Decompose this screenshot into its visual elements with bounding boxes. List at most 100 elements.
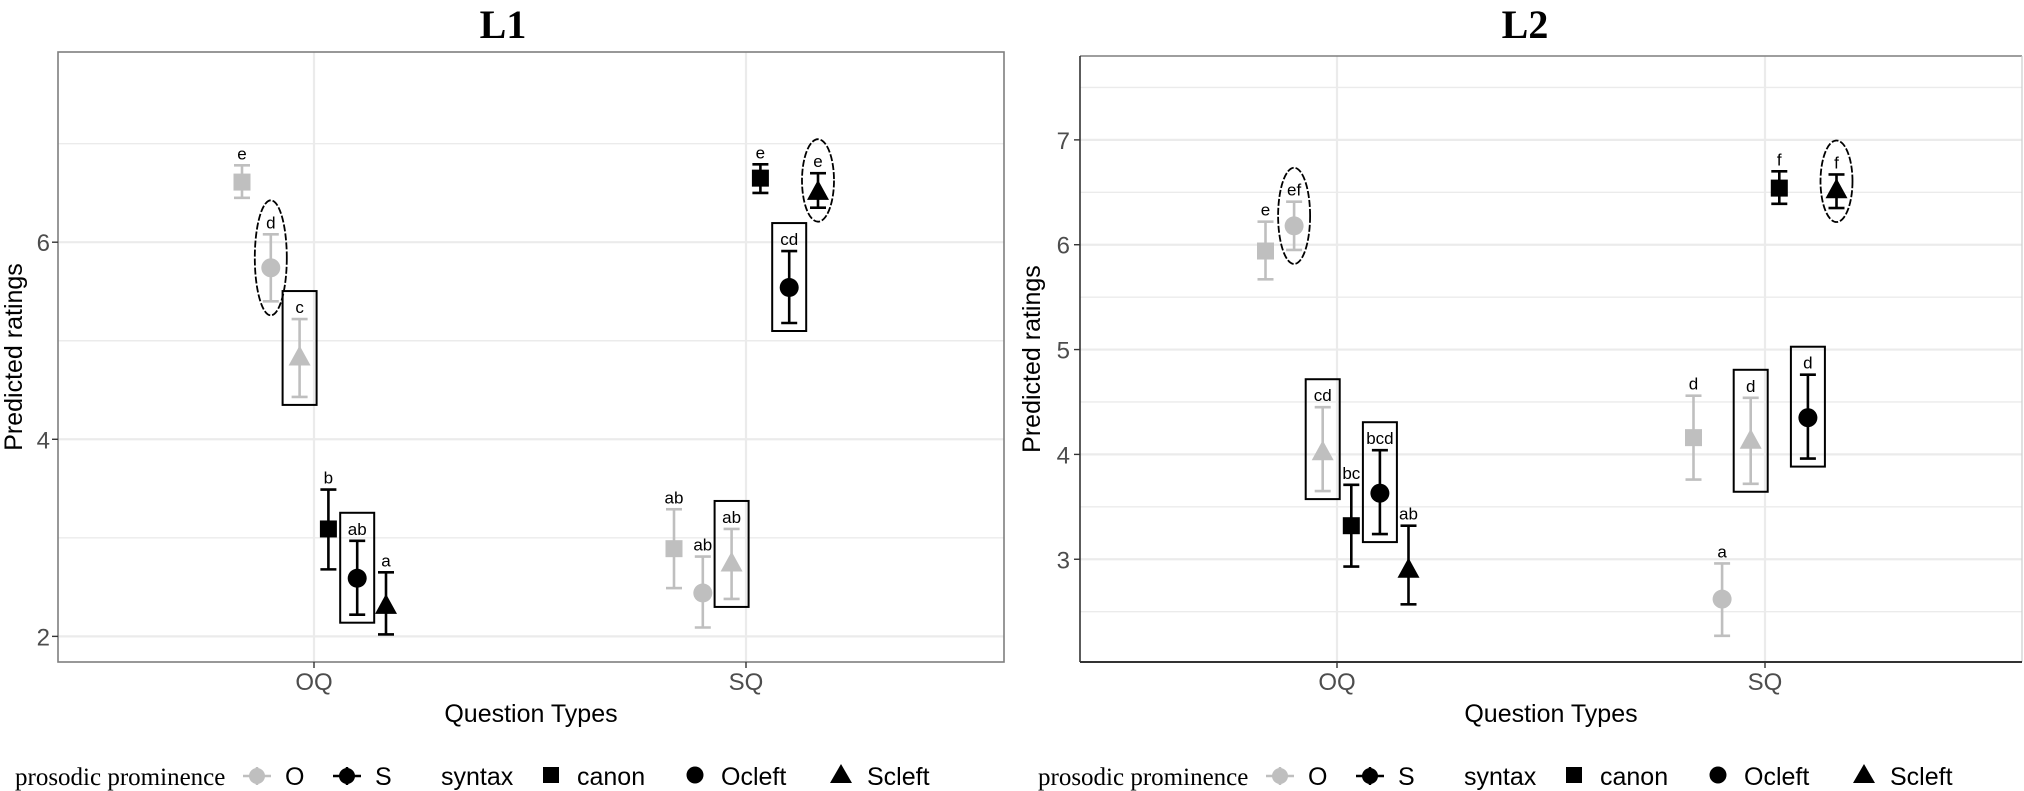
y-tick-label: 5 [1057, 338, 1070, 365]
legend-label: O [285, 763, 304, 791]
legend-label: S [375, 763, 392, 791]
x-tick-label: SQ [729, 669, 764, 696]
data-point: cd [1311, 386, 1334, 493]
data-point: e [1257, 201, 1274, 281]
square-marker [751, 169, 769, 187]
significance-letter: d [266, 213, 275, 232]
legend-key-square [543, 767, 559, 783]
circle-marker [347, 568, 367, 588]
circle-marker [1712, 589, 1732, 609]
triangle-marker [375, 593, 397, 614]
data-point: e [233, 144, 251, 200]
legend-title-syntax: syntax [441, 763, 514, 791]
significance-letter: c [295, 298, 304, 317]
legend-key-triangle [830, 764, 852, 783]
data-point: d [261, 213, 281, 303]
triangle-marker [1825, 178, 1848, 199]
significance-letter: e [237, 144, 246, 163]
y-tick-label: 6 [1057, 233, 1070, 260]
triangle-marker [807, 179, 829, 200]
legend-label: Scleft [1890, 763, 1953, 791]
highlight-box [1304, 378, 1341, 501]
x-axis-label: Question Types [444, 700, 617, 728]
data-point: a [375, 551, 397, 636]
panel-border [57, 51, 1005, 663]
y-axis-label: Predicted ratings [1018, 265, 1046, 453]
x-axis-label: Question Types [1464, 700, 1637, 728]
data-point: ab [693, 536, 713, 629]
legend-key-circle [686, 766, 704, 784]
legend-label: Ocleft [1744, 763, 1809, 791]
square-marker [1257, 242, 1274, 260]
panel-title: L2 [1502, 2, 1549, 47]
data-point: d [1685, 375, 1702, 481]
circle-marker [1284, 216, 1304, 236]
highlight-box [1789, 345, 1826, 468]
legend-title-prominence: prosodic prominence [1038, 764, 1248, 791]
x-tick-label: OQ [1318, 669, 1355, 696]
significance-letter: e [1261, 201, 1270, 220]
circle-marker [261, 258, 281, 278]
legend-key-square [1566, 767, 1582, 783]
legend-key-circle [1709, 766, 1727, 784]
legend-label: O [1308, 763, 1327, 791]
data-point: bc [1342, 464, 1361, 568]
square-marker [319, 520, 337, 538]
significance-letter: d [1803, 354, 1812, 373]
data-point: d [1798, 354, 1818, 460]
significance-letter: e [756, 143, 765, 162]
data-point: e [807, 152, 829, 210]
circle-marker [1370, 483, 1390, 503]
significance-letter: bc [1342, 464, 1360, 483]
significance-letter: ab [665, 488, 684, 507]
highlight-box [1732, 368, 1769, 493]
significance-letter: f [1777, 150, 1782, 169]
square-marker [1342, 517, 1360, 535]
y-tick-label: 3 [1057, 547, 1070, 574]
legend-key-S [339, 768, 355, 784]
data-point: ab [665, 488, 684, 590]
highlight-ellipse [253, 199, 288, 317]
data-point: ab [347, 520, 367, 616]
triangle-marker [288, 345, 311, 366]
data-point: c [288, 298, 311, 399]
circle-marker [1798, 408, 1818, 428]
highlight-box [281, 290, 318, 406]
significance-letter: a [1717, 542, 1727, 561]
data-point: f [1825, 153, 1848, 210]
data-point: d [1739, 377, 1762, 486]
y-tick-label: 4 [37, 427, 50, 454]
legend-label: S [1398, 763, 1415, 791]
y-axis-label: Predicted ratings [0, 263, 28, 451]
y-tick-label: 6 [37, 230, 50, 257]
y-tick-label: 4 [1057, 442, 1070, 469]
significance-letter: f [1834, 153, 1839, 172]
significance-letter: cd [780, 230, 798, 249]
highlight-ellipse [1819, 139, 1854, 223]
data-point: bcd [1366, 429, 1394, 536]
x-tick-label: SQ [1748, 669, 1783, 696]
data-point: f [1770, 150, 1788, 206]
triangle-marker [1739, 428, 1762, 449]
significance-letter: bcd [1366, 429, 1393, 448]
x-tick-label: OQ [295, 669, 332, 696]
square-marker [1770, 179, 1788, 197]
highlight-box [771, 222, 808, 333]
significance-letter: e [813, 152, 822, 171]
significance-letter: ab [693, 536, 712, 555]
data-point: b [319, 469, 337, 571]
y-tick-label: 7 [1057, 128, 1070, 155]
legend-title-prominence: prosodic prominence [15, 764, 225, 791]
square-marker [665, 540, 683, 558]
significance-letter: b [324, 469, 333, 488]
legend-key-O [249, 768, 265, 784]
significance-letter: cd [1314, 386, 1332, 405]
data-point: ab [720, 508, 743, 601]
y-tick-label: 2 [37, 624, 50, 651]
triangle-marker [1311, 440, 1334, 461]
legend-label: Scleft [867, 763, 930, 791]
data-point: ef [1284, 181, 1304, 252]
significance-letter: d [1746, 377, 1755, 396]
